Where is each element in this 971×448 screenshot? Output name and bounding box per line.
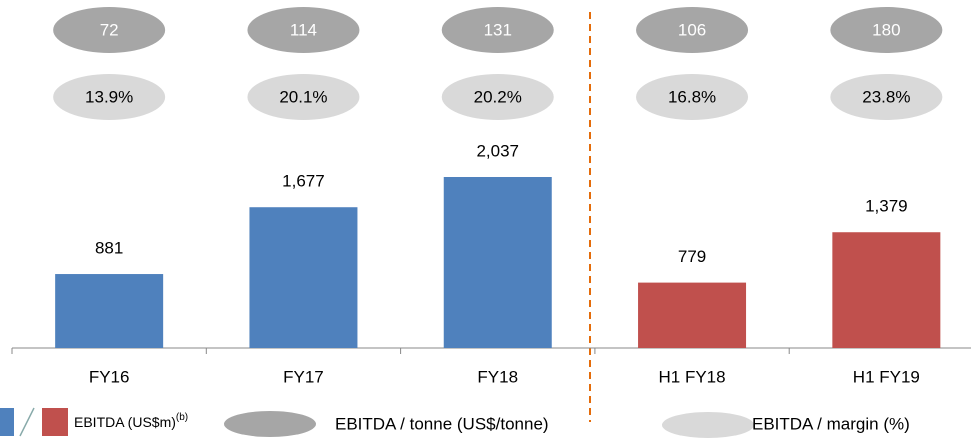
- legend-note: (b): [176, 412, 188, 423]
- x-tick-label: FY17: [283, 367, 324, 386]
- legend-label: EBITDA (US$m)(b): [74, 412, 188, 430]
- value-label: 1,677: [282, 172, 325, 191]
- x-tick-label: FY16: [89, 367, 130, 386]
- margin-label: 16.8%: [668, 87, 716, 106]
- margin-bubble: [247, 74, 360, 120]
- margin-bubble: [636, 74, 749, 120]
- margin-bubble: [441, 74, 554, 120]
- margin-bubble: [53, 74, 166, 120]
- tonne-label: 180: [872, 20, 900, 39]
- legend-tonne-swatch: [224, 411, 316, 437]
- bar: [638, 282, 747, 348]
- legend-swatch-red: [42, 408, 68, 436]
- bar: [832, 232, 941, 348]
- legend-margin-swatch: [662, 412, 754, 438]
- tonne-label: 106: [678, 20, 706, 39]
- x-tick-label: FY18: [477, 367, 518, 386]
- margin-label: 13.9%: [85, 87, 133, 106]
- x-tick-label: H1 FY19: [853, 367, 920, 386]
- margin-label: 20.1%: [279, 87, 327, 106]
- bar: [443, 177, 552, 348]
- legend-label: EBITDA / margin (%): [752, 414, 910, 433]
- value-label: 1,379: [865, 197, 908, 216]
- tonne-bubble: [247, 7, 360, 53]
- bar: [55, 274, 164, 348]
- margin-bubble: [830, 74, 943, 120]
- tonne-bubble: [441, 7, 554, 53]
- margin-label: 23.8%: [862, 87, 910, 106]
- legend-slash: [19, 407, 35, 437]
- bar: [249, 207, 358, 348]
- value-label: 779: [678, 247, 706, 266]
- tonne-bubble: [636, 7, 749, 53]
- margin-label: 20.2%: [474, 87, 522, 106]
- tonne-label: 114: [290, 20, 317, 39]
- value-label: 2,037: [476, 141, 519, 160]
- x-tick-label: H1 FY18: [659, 367, 726, 386]
- tonne-label: 72: [100, 20, 119, 39]
- tonne-bubble: [53, 7, 166, 53]
- tonne-label: 131: [484, 20, 512, 39]
- legend-swatch-blue: [0, 408, 14, 436]
- tonne-bubble: [830, 7, 943, 53]
- legend-text: EBITDA (US$m): [74, 414, 176, 430]
- legend-label: EBITDA / tonne (US$/tonne): [335, 414, 549, 433]
- value-label: 881: [95, 239, 123, 258]
